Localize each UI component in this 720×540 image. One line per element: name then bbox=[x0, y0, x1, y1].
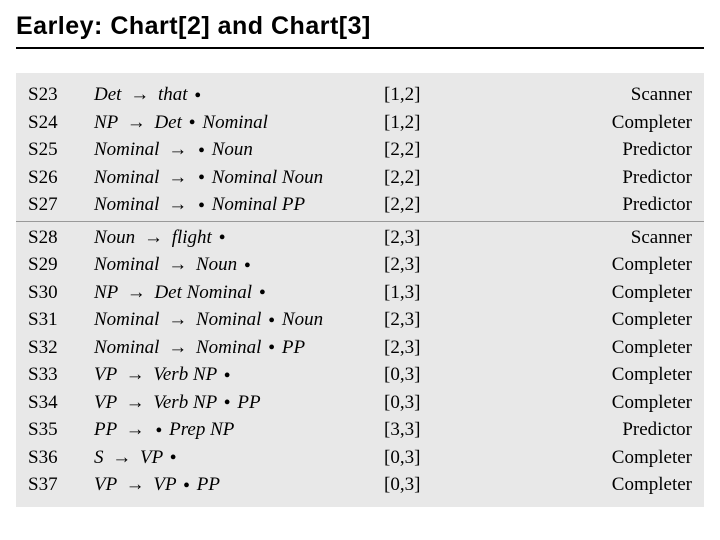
state-id: S31 bbox=[16, 306, 94, 334]
chart-span: [2,2] bbox=[384, 164, 474, 192]
table-row: S33VP → Verb NP •[0,3]Completer bbox=[16, 361, 704, 389]
operation-label: Scanner bbox=[474, 81, 704, 109]
state-id: S27 bbox=[16, 191, 94, 219]
operation-label: Completer bbox=[474, 471, 704, 499]
state-id: S34 bbox=[16, 389, 94, 417]
state-id: S33 bbox=[16, 361, 94, 389]
table-row: S31Nominal → Nominal • Noun[2,3]Complete… bbox=[16, 306, 704, 334]
operation-label: Completer bbox=[474, 389, 704, 417]
state-id: S23 bbox=[16, 81, 94, 109]
chart-span: [1,2] bbox=[384, 81, 474, 109]
table-row: S34VP → Verb NP • PP[0,3]Completer bbox=[16, 389, 704, 417]
state-id: S26 bbox=[16, 164, 94, 192]
table-row: S36S → VP •[0,3]Completer bbox=[16, 444, 704, 472]
slide: Earley: Chart[2] and Chart[3] S23Det → t… bbox=[0, 0, 720, 540]
state-id: S32 bbox=[16, 334, 94, 362]
production-rule: Noun → flight • bbox=[94, 224, 384, 252]
production-rule: Nominal → Nominal • PP bbox=[94, 334, 384, 362]
production-rule: NP → Det • Nominal bbox=[94, 109, 384, 137]
production-rule: VP → VP • PP bbox=[94, 471, 384, 499]
operation-label: Scanner bbox=[474, 224, 704, 252]
state-id: S28 bbox=[16, 224, 94, 252]
state-id: S30 bbox=[16, 279, 94, 307]
production-rule: S → VP • bbox=[94, 444, 384, 472]
operation-label: Predictor bbox=[474, 136, 704, 164]
production-rule: Nominal → • Nominal PP bbox=[94, 191, 384, 219]
table-row: S30NP → Det Nominal •[1,3]Completer bbox=[16, 279, 704, 307]
operation-label: Completer bbox=[474, 109, 704, 137]
chart-span: [2,3] bbox=[384, 306, 474, 334]
group-divider bbox=[16, 221, 704, 222]
chart-span: [1,2] bbox=[384, 109, 474, 137]
table-row: S37VP → VP • PP[0,3]Completer bbox=[16, 471, 704, 499]
production-rule: Nominal → • Nominal Noun bbox=[94, 164, 384, 192]
table-row: S23Det → that •[1,2]Scanner bbox=[16, 81, 704, 109]
state-id: S24 bbox=[16, 109, 94, 137]
table-row: S28Noun → flight •[2,3]Scanner bbox=[16, 224, 704, 252]
table-row: S26Nominal → • Nominal Noun[2,2]Predicto… bbox=[16, 164, 704, 192]
operation-label: Completer bbox=[474, 251, 704, 279]
production-rule: Det → that • bbox=[94, 81, 384, 109]
chart-span: [1,3] bbox=[384, 279, 474, 307]
table-row: S27Nominal → • Nominal PP[2,2]Predictor bbox=[16, 191, 704, 219]
production-rule: Nominal → Nominal • Noun bbox=[94, 306, 384, 334]
operation-label: Completer bbox=[474, 444, 704, 472]
operation-label: Predictor bbox=[474, 164, 704, 192]
production-rule: VP → Verb NP • PP bbox=[94, 389, 384, 417]
table-row: S29Nominal → Noun •[2,3]Completer bbox=[16, 251, 704, 279]
page-title: Earley: Chart[2] and Chart[3] bbox=[16, 12, 704, 49]
table-row: S32Nominal → Nominal • PP[2,3]Completer bbox=[16, 334, 704, 362]
chart-span: [2,3] bbox=[384, 224, 474, 252]
table-row: S25Nominal → • Noun[2,2]Predictor bbox=[16, 136, 704, 164]
state-id: S37 bbox=[16, 471, 94, 499]
operation-label: Predictor bbox=[474, 191, 704, 219]
table-row: S35PP → • Prep NP[3,3]Predictor bbox=[16, 416, 704, 444]
table-row: S24NP → Det • Nominal[1,2]Completer bbox=[16, 109, 704, 137]
chart-span: [0,3] bbox=[384, 471, 474, 499]
chart-span: [2,3] bbox=[384, 251, 474, 279]
state-id: S25 bbox=[16, 136, 94, 164]
production-rule: Nominal → • Noun bbox=[94, 136, 384, 164]
chart-span: [0,3] bbox=[384, 444, 474, 472]
operation-label: Completer bbox=[474, 306, 704, 334]
production-rule: VP → Verb NP • bbox=[94, 361, 384, 389]
chart-span: [2,3] bbox=[384, 334, 474, 362]
operation-label: Completer bbox=[474, 361, 704, 389]
chart-span: [2,2] bbox=[384, 191, 474, 219]
operation-label: Completer bbox=[474, 334, 704, 362]
production-rule: NP → Det Nominal • bbox=[94, 279, 384, 307]
earley-chart-table: S23Det → that •[1,2]ScannerS24NP → Det •… bbox=[16, 73, 704, 507]
chart-span: [0,3] bbox=[384, 361, 474, 389]
state-id: S35 bbox=[16, 416, 94, 444]
production-rule: PP → • Prep NP bbox=[94, 416, 384, 444]
chart-span: [0,3] bbox=[384, 389, 474, 417]
chart-span: [3,3] bbox=[384, 416, 474, 444]
operation-label: Predictor bbox=[474, 416, 704, 444]
operation-label: Completer bbox=[474, 279, 704, 307]
chart-span: [2,2] bbox=[384, 136, 474, 164]
state-id: S36 bbox=[16, 444, 94, 472]
state-id: S29 bbox=[16, 251, 94, 279]
production-rule: Nominal → Noun • bbox=[94, 251, 384, 279]
